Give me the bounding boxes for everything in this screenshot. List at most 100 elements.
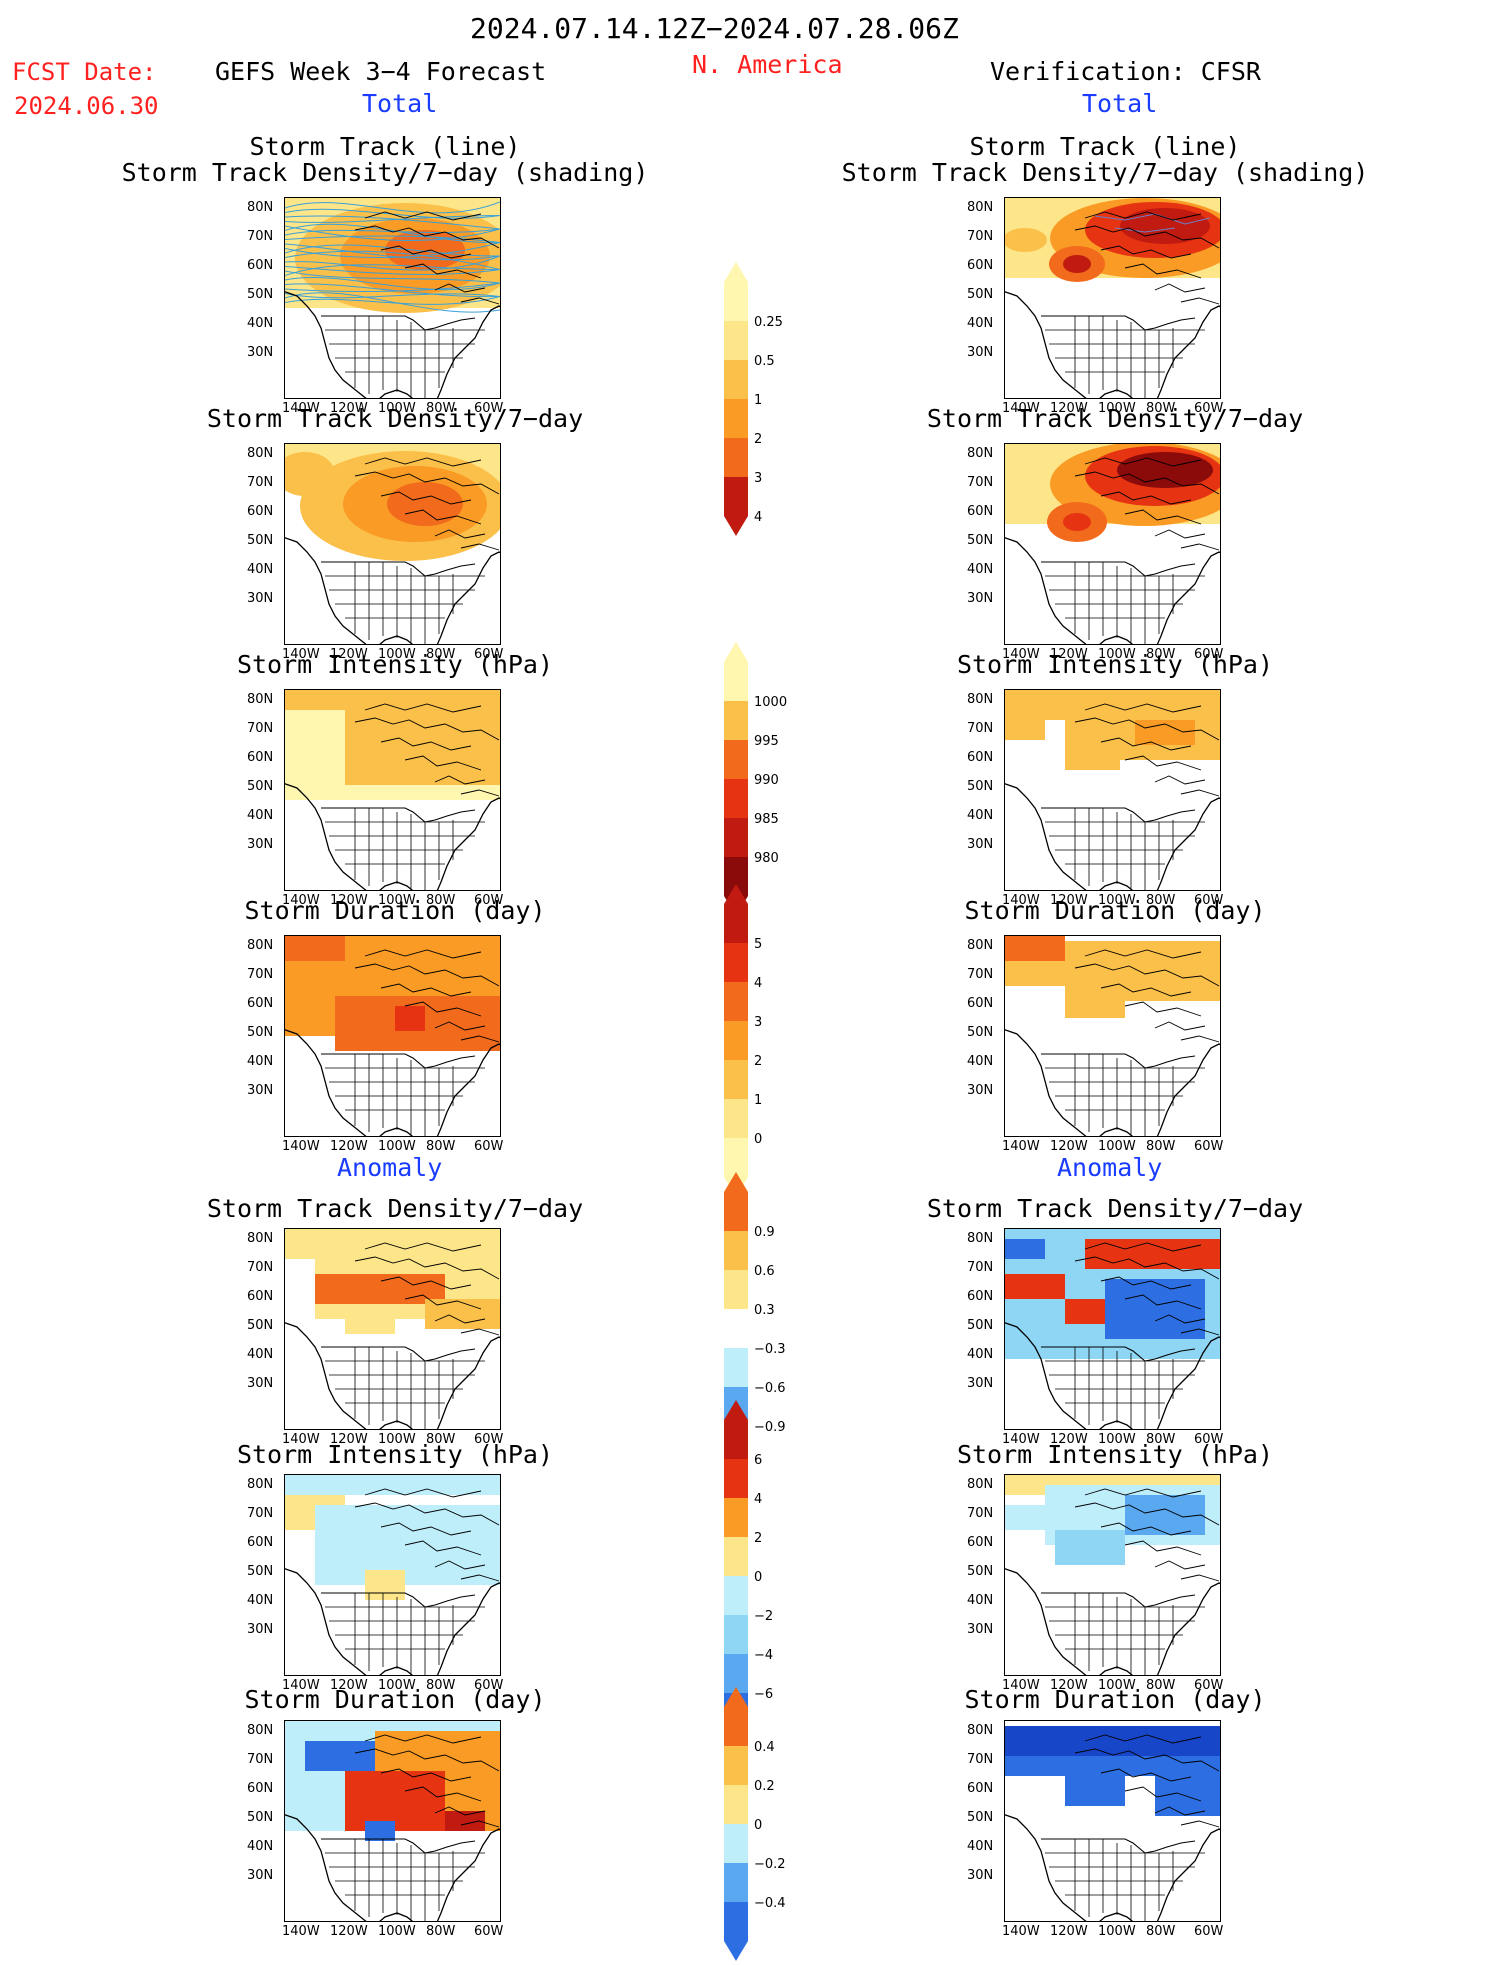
colorbar-level-label: 985 [754,812,779,827]
lon-tick-label: 140W [1002,647,1040,662]
map-canvas [285,936,500,1136]
lon-tick-label: 60W [1194,1432,1224,1447]
lat-tick-label: 30N [967,837,994,852]
lat-tick-label: 30N [967,345,994,360]
colorbar-level-label: −0.2 [754,1857,786,1872]
lat-tick-label: 70N [247,1752,274,1767]
lon-tick-label: 80W [426,1139,456,1154]
shade-region [365,1821,395,1841]
colorbar-swatch [724,1576,748,1615]
lat-tick-label: 50N [967,1025,994,1040]
colorbar-level-label: 3 [754,471,762,486]
map-panel-right-duration-anom [1004,1720,1221,1922]
lat-tick-label: 30N [967,1083,994,1098]
colorbar-level-label: 0 [754,1818,762,1833]
colorbar-swatch [724,1785,748,1824]
colorbar-swatch [724,1902,748,1941]
lon-tick-label: 140W [1002,1924,1040,1939]
lat-tick-label: 70N [247,967,274,982]
colorbar-swatch [724,1348,748,1387]
region-label: N. America [692,50,843,79]
lon-tick-label: 140W [1002,401,1040,416]
lat-tick-label: 70N [247,1506,274,1521]
shade-region [315,1274,445,1304]
lon-tick-label: 60W [474,401,504,416]
lat-tick-label: 50N [247,1810,274,1825]
lat-tick-label: 30N [247,1622,274,1637]
lon-tick-label: 140W [282,893,320,908]
lat-tick-label: 50N [967,287,994,302]
colorbar-swatch [724,1746,748,1785]
colorbar-swatch [724,321,748,360]
shade-region [1063,513,1091,531]
shade-region [387,482,463,526]
lon-tick-label: 60W [474,1432,504,1447]
colorbar-level-label: 1 [754,393,762,408]
lat-tick-label: 70N [247,721,274,736]
anomaly-label-right: Anomaly [1057,1153,1163,1182]
lon-tick-label: 60W [1194,893,1224,908]
colorbar-0: 0.25 0.5 1 2 3 4 [722,262,812,540]
shade-region [285,1475,500,1495]
map-panel-left-duration-anom [284,1720,501,1922]
colorbar-level-label: 0.4 [754,1740,775,1755]
lat-tick-label: 30N [967,1376,994,1391]
panel-title-density-anom-right: Storm Track Density/7−day [926,1194,1304,1223]
lat-tick-label: 40N [247,808,274,823]
lon-tick-label: 100W [1098,401,1136,416]
lat-tick-label: 40N [247,1839,274,1854]
lon-tick-label: 80W [426,401,456,416]
lat-tick-label: 40N [247,562,274,577]
colorbar-svg: 1000 995 990 985 980 [724,642,787,916]
colorbar-swatch [724,1654,748,1693]
lat-tick-label: 80N [247,1231,274,1246]
colorbar-level-label: −0.9 [754,1420,786,1435]
colorbar-svg: 0.4 0.2 0 −0.2 −0.4 [724,1687,786,1961]
lat-tick-label: 40N [967,1839,994,1854]
colorbar-arrow-top [724,1172,748,1192]
lon-tick-label: 60W [1194,647,1224,662]
total-label-left: Total [362,89,438,118]
shade-region [1125,1495,1205,1535]
lon-tick-label: 60W [474,647,504,662]
lon-tick-label: 140W [282,1678,320,1693]
lat-tick-label: 30N [247,1868,274,1883]
lat-tick-label: 80N [247,1477,274,1492]
lat-tick-label: 30N [967,1868,994,1883]
lon-tick-label: 60W [474,1139,504,1154]
panel-title-duration-left: Storm Duration (day) [244,896,546,925]
shade-region [1065,941,1220,1001]
colorbar-level-label: 3 [754,1015,762,1030]
left-column-title: GEFS Week 3−4 Forecast [215,57,547,86]
lat-tick-label: 70N [967,721,994,736]
colorbar-level-label: 5 [754,937,762,952]
lat-tick-label: 60N [247,1289,274,1304]
colorbar-arrow-top [724,1400,748,1420]
colorbar-swatch [724,818,748,857]
lon-tick-label: 60W [1194,1678,1224,1693]
shade-region [365,1570,405,1600]
lat-tick-label: 40N [967,1347,994,1362]
colorbar-level-label: 0 [754,1132,762,1147]
colorbar-svg: 5 4 3 2 1 0 [724,884,762,1197]
lat-tick-label: 50N [967,533,994,548]
lat-tick-label: 70N [967,229,994,244]
lon-tick-label: 80W [1146,893,1176,908]
lon-tick-label: 60W [474,1924,504,1939]
map-panel-left-track [284,197,501,399]
map-canvas [1005,936,1220,1136]
lat-tick-label: 50N [247,1318,274,1333]
map-canvas [1005,1475,1220,1675]
lon-tick-label: 100W [378,1678,416,1693]
shade-region [1005,720,1045,740]
shade-region [445,1811,485,1831]
panel-title-track-shading-left: Storm Track Density/7−day (shading) [121,158,649,187]
colorbar-swatch [724,1420,748,1459]
lon-tick-label: 120W [330,1924,368,1939]
map-panel-left-density-anom [284,1228,501,1430]
shade-region [1055,1530,1125,1565]
colorbar-level-label: 980 [754,851,779,866]
colorbar-arrow-bottom [724,516,748,536]
shade-region [1005,228,1047,252]
lat-tick-label: 30N [247,837,274,852]
